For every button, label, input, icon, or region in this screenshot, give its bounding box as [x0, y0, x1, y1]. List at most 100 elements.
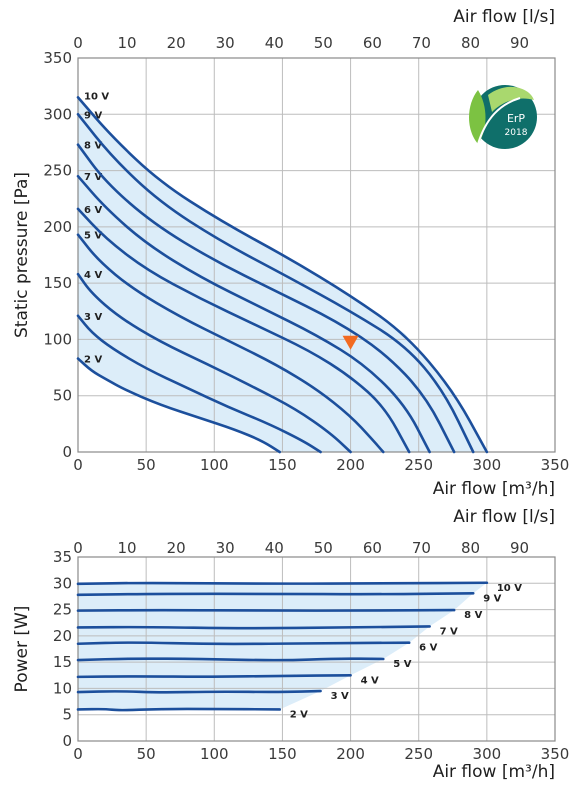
- x2-tick-label: 50: [314, 34, 333, 52]
- x-tick-label: 0: [73, 456, 83, 474]
- x2-tick-label: 20: [167, 34, 186, 52]
- y-tick-label: 10: [53, 679, 72, 697]
- badge-text-erp: ErP: [507, 112, 525, 125]
- x-tick-label: 250: [404, 456, 433, 474]
- curve-5v: [76, 657, 385, 662]
- y-tick-label: 35: [53, 548, 72, 566]
- x-tick-label: 300: [473, 456, 502, 474]
- x-tick-label: 350: [541, 456, 570, 474]
- curve-9v: [76, 591, 475, 597]
- x-tick-label: 50: [137, 456, 156, 474]
- y-tick-label: 300: [43, 105, 72, 123]
- curve-10v: [76, 96, 489, 454]
- y-tick-label: 15: [53, 653, 72, 671]
- y-tick-label: 30: [53, 574, 72, 592]
- curve-9v: [76, 112, 475, 454]
- curve-10v: [76, 581, 489, 586]
- x2-tick-label: 60: [363, 34, 382, 52]
- curve-4v: [76, 272, 352, 454]
- pressure-chart: 2 V3 V4 V5 V6 V7 V8 V9 V10 V0 50 100 150 200…: [12, 7, 569, 499]
- x2-tick-label: 10: [118, 34, 137, 52]
- curve-2v: [76, 357, 282, 454]
- x-tick-label: 150: [268, 456, 297, 474]
- erp-2018-badge: ErP 2018: [469, 85, 537, 149]
- x2-tick-label: 80: [461, 34, 480, 52]
- series-label: 2 V: [84, 355, 102, 366]
- power-chart: 2 V3 V4 V5 V6 V7 V8 V9 V10 V0 50 100 150 200…: [12, 507, 569, 782]
- x2-axis-title: Air flow [l/s]: [453, 7, 555, 27]
- curve-8v: [76, 143, 456, 454]
- series-label: 5 V: [393, 659, 411, 670]
- leaf-icon: [488, 86, 534, 112]
- leaf-icon: [469, 90, 486, 144]
- x2-tick-label: 40: [265, 34, 284, 52]
- y-tick-label: 25: [53, 601, 72, 619]
- x-tick-label: 250: [404, 745, 433, 763]
- y-tick-label: 350: [43, 49, 72, 67]
- plot-frame: [77, 556, 556, 742]
- y-tick-label: 100: [43, 330, 72, 348]
- badge-circle: [473, 85, 537, 149]
- curve-6v: [76, 207, 411, 454]
- series-label: 10 V: [497, 583, 522, 594]
- series-label: 4 V: [84, 270, 102, 281]
- plot-frame: [77, 57, 556, 453]
- series-label: 7 V: [440, 626, 458, 637]
- operating-point-marker: [342, 335, 359, 350]
- x2-tick-label: 10: [118, 539, 137, 557]
- curve-7v: [76, 625, 431, 630]
- series-label: 3 V: [84, 312, 102, 323]
- x-tick-label: 150: [268, 745, 297, 763]
- series-label: 9 V: [483, 593, 501, 604]
- series-label: 6 V: [419, 643, 437, 654]
- x-tick-label: 100: [200, 745, 229, 763]
- series-label: 3 V: [331, 691, 349, 702]
- curve-7v: [76, 174, 431, 454]
- x2-tick-label: 40: [265, 539, 284, 557]
- series-label: 4 V: [361, 675, 379, 686]
- y-tick-label: 50: [53, 387, 72, 405]
- x-tick-label: 50: [137, 745, 156, 763]
- y-axis-title: Power [W]: [12, 606, 32, 693]
- x2-tick-label: 70: [412, 539, 431, 557]
- x-axis-title: Air flow [m³/h]: [433, 762, 555, 782]
- x2-tick-label: 70: [412, 34, 431, 52]
- x2-tick-label: 50: [314, 539, 333, 557]
- series-label: 6 V: [84, 205, 102, 216]
- leaf-stem-icon: [477, 97, 521, 145]
- curve-8v: [76, 608, 456, 612]
- series-label: 5 V: [84, 231, 102, 242]
- curve-3v: [76, 314, 322, 454]
- x-tick-label: 200: [336, 745, 365, 763]
- x2-tick-label: 90: [510, 34, 529, 52]
- x-tick-label: 0: [73, 745, 83, 763]
- y-tick-label: 150: [43, 274, 72, 292]
- series-label: 8 V: [84, 141, 102, 152]
- x2-tick-label: 0: [73, 34, 83, 52]
- x2-tick-label: 30: [216, 34, 235, 52]
- x2-tick-label: 60: [363, 539, 382, 557]
- x2-tick-label: 20: [167, 539, 186, 557]
- y-tick-label: 5: [62, 706, 72, 724]
- series-label: 8 V: [464, 610, 482, 621]
- series-label: 7 V: [84, 172, 102, 183]
- x2-tick-label: 30: [216, 539, 235, 557]
- curve-3v: [76, 689, 322, 694]
- curve-6v: [76, 641, 411, 646]
- y-axis-title: Static pressure [Pa]: [12, 172, 32, 338]
- y-tick-label: 20: [53, 627, 72, 645]
- x2-axis-title: Air flow [l/s]: [453, 507, 555, 527]
- x2-tick-label: 80: [461, 539, 480, 557]
- x-tick-label: 100: [200, 456, 229, 474]
- curve-5v: [76, 233, 385, 454]
- series-label: 10 V: [84, 91, 109, 102]
- x-tick-label: 300: [473, 745, 502, 763]
- x-tick-label: 350: [541, 745, 570, 763]
- curve-2v: [76, 707, 282, 712]
- badge-text-year: 2018: [505, 128, 528, 138]
- curve-4v: [76, 673, 352, 679]
- x2-tick-label: 90: [510, 539, 529, 557]
- y-tick-label: 200: [43, 218, 72, 236]
